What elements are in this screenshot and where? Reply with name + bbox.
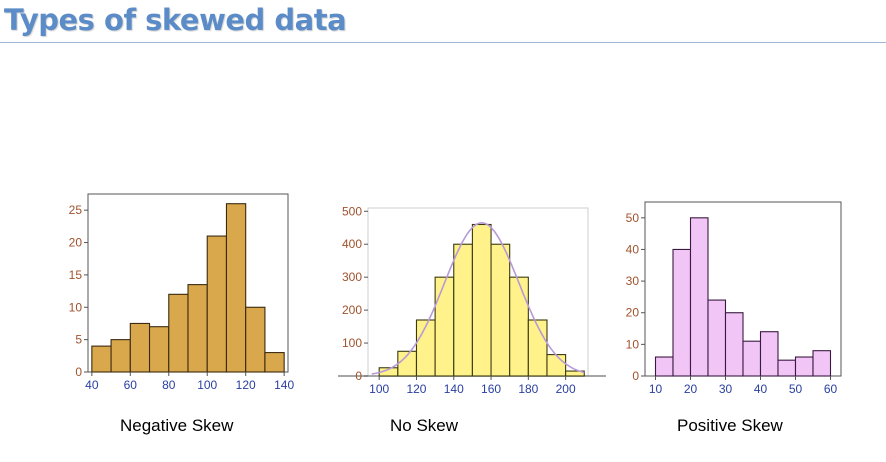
x-tick-label: 180 — [518, 382, 538, 396]
x-tick-label: 10 — [649, 382, 663, 396]
histogram-bar-negative-7 — [206, 235, 228, 373]
caption-positive-skew: Positive Skew — [677, 416, 783, 435]
y-tick-label: 100 — [342, 336, 362, 350]
x-tick-label: 100 — [369, 382, 389, 396]
histogram-bar-positive-9 — [794, 356, 814, 377]
histogram-bar-positive-8 — [777, 359, 797, 377]
x-tick-label: 100 — [197, 378, 217, 392]
x-tick-label: 30 — [719, 382, 733, 396]
histogram-bar-no-skew-11 — [565, 370, 585, 377]
histogram-bar-negative-2 — [110, 339, 131, 373]
y-tick-label: 400 — [342, 237, 362, 251]
histogram-bar-no-skew-5 — [453, 243, 473, 377]
x-tick-label: 140 — [274, 378, 294, 392]
y-tick-label: 30 — [626, 274, 640, 288]
histogram-bar-negative-10 — [264, 352, 285, 373]
y-tick-label: 20 — [69, 236, 83, 250]
no-skew-histogram: 0 100 200 300 400 500 100 120 140 160 180 200 — [338, 204, 606, 396]
histogram-bar-no-skew-10 — [546, 354, 567, 377]
histogram-bar-no-skew-7 — [490, 243, 511, 377]
y-tick-label: 20 — [626, 306, 640, 320]
y-tick-label: 10 — [626, 337, 640, 351]
y-tick-label: 0 — [632, 369, 639, 383]
y-tick-label: 500 — [342, 204, 362, 218]
histogram-bar-no-skew-8 — [509, 276, 529, 377]
positive-skew-histogram: 0 10 20 30 40 50 10 20 30 40 50 60 — [626, 201, 842, 396]
histogram-bar-positive-2 — [672, 248, 692, 377]
normal-distribution-curve — [371, 221, 585, 375]
histogram-bar-positive-7 — [759, 331, 779, 377]
x-tick-label: 160 — [481, 382, 501, 396]
x-tick-label: 120 — [406, 382, 426, 396]
title-divider — [0, 42, 886, 43]
x-tick-label: 60 — [824, 382, 838, 396]
histogram-bar-no-skew-3 — [415, 319, 436, 377]
histogram-bar-negative-5 — [168, 293, 189, 373]
histogram-bar-negative-8 — [225, 203, 247, 373]
x-tick-label: 40 — [754, 382, 768, 396]
y-tick-label: 300 — [342, 270, 362, 284]
histogram-bar-negative-1 — [91, 345, 112, 373]
x-tick-label: 60 — [124, 378, 138, 392]
y-tick-label: 40 — [626, 242, 640, 256]
histogram-bar-negative-4 — [148, 326, 170, 373]
histogram-bar-positive-10 — [812, 350, 832, 377]
y-tick-label: 50 — [626, 211, 640, 225]
histogram-bar-negative-9 — [245, 306, 266, 373]
y-tick-label: 15 — [69, 268, 83, 282]
histogram-bar-no-skew-6 — [471, 223, 492, 377]
y-tick-label: 200 — [342, 303, 362, 317]
histogram-bar-positive-3 — [689, 217, 709, 377]
histogram-bar-positive-6 — [742, 340, 762, 377]
histogram-bar-no-skew-9 — [527, 319, 548, 377]
x-tick-label: 120 — [236, 378, 256, 392]
y-tick-label: 25 — [69, 203, 83, 217]
histogram-bar-positive-1 — [654, 356, 674, 377]
histogram-bar-positive-4 — [707, 299, 727, 377]
y-tick-label: 0 — [75, 365, 82, 379]
caption-no-skew: No Skew — [390, 416, 459, 435]
x-tick-label: 200 — [556, 382, 576, 396]
y-tick-label: 0 — [355, 369, 362, 383]
x-tick-label: 50 — [789, 382, 803, 396]
caption-negative-skew: Negative Skew — [120, 416, 234, 435]
x-tick-label: 20 — [684, 382, 698, 396]
x-tick-label: 40 — [85, 378, 99, 392]
negative-skew-histogram: 0 5 10 15 20 25 40 60 80 100 120 140 — [69, 193, 294, 392]
histogram-bar-no-skew-4 — [434, 276, 455, 377]
histogram-bar-negative-3 — [129, 322, 151, 373]
y-tick-label: 10 — [69, 300, 83, 314]
slide-title: Types of skewed data — [4, 3, 347, 37]
x-tick-label: 80 — [162, 378, 176, 392]
y-tick-label: 5 — [75, 333, 82, 347]
histogram-bar-positive-5 — [724, 312, 744, 377]
histogram-bar-negative-6 — [187, 284, 208, 373]
x-tick-label: 140 — [444, 382, 464, 396]
